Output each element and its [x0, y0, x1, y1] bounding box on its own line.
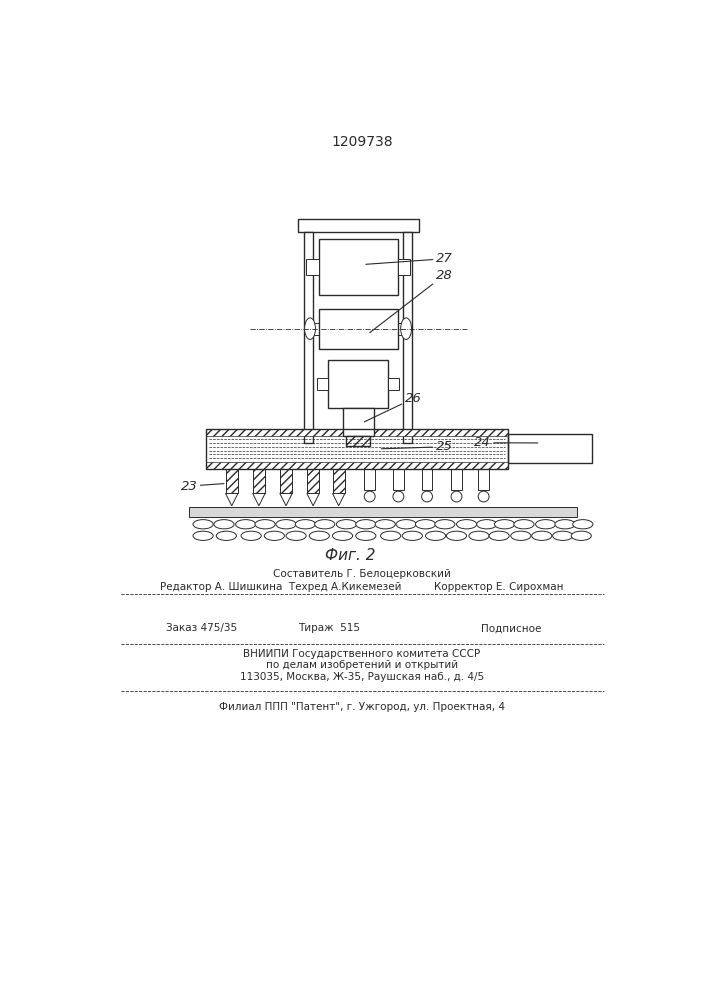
Ellipse shape [393, 491, 404, 502]
Text: по делам изобретений и открытий: по делам изобретений и открытий [266, 660, 458, 670]
Ellipse shape [553, 531, 573, 540]
Polygon shape [332, 493, 345, 506]
Ellipse shape [457, 520, 477, 529]
Ellipse shape [489, 531, 509, 540]
Bar [328, 360, 388, 408]
Ellipse shape [216, 531, 236, 540]
Bar [298, 219, 419, 232]
Bar [397, 323, 409, 335]
Ellipse shape [494, 520, 515, 529]
Bar [252, 469, 265, 493]
Ellipse shape [356, 531, 376, 540]
Polygon shape [226, 493, 238, 506]
Bar [280, 469, 292, 493]
Bar [478, 469, 489, 490]
Ellipse shape [451, 491, 462, 502]
Ellipse shape [396, 520, 416, 529]
Ellipse shape [193, 531, 213, 540]
Bar [397, 259, 410, 275]
Ellipse shape [478, 491, 489, 502]
Ellipse shape [241, 531, 261, 540]
Ellipse shape [435, 520, 455, 529]
Text: 27: 27 [366, 252, 452, 265]
Bar [206, 429, 508, 436]
Bar [306, 259, 319, 275]
Ellipse shape [375, 520, 395, 529]
Bar [307, 469, 320, 493]
Text: 28: 28 [370, 269, 452, 333]
Bar [364, 469, 375, 490]
Text: 25: 25 [381, 440, 452, 453]
Bar [403, 232, 412, 443]
Bar [393, 469, 404, 490]
Text: ВНИИПИ Государственного комитета СССР: ВНИИПИ Государственного комитета СССР [243, 649, 481, 659]
Ellipse shape [469, 531, 489, 540]
Text: 24: 24 [474, 436, 538, 449]
Bar [319, 239, 397, 295]
Bar [206, 462, 508, 469]
Bar [308, 323, 319, 335]
Polygon shape [252, 493, 265, 506]
Bar [343, 408, 373, 436]
Ellipse shape [426, 531, 445, 540]
Ellipse shape [514, 520, 534, 529]
Text: 23: 23 [181, 480, 224, 493]
Text: Фиг. 2: Фиг. 2 [325, 548, 375, 563]
Ellipse shape [380, 531, 401, 540]
Ellipse shape [402, 531, 422, 540]
Text: 1209738: 1209738 [331, 135, 393, 149]
Text: Тираж  515: Тираж 515 [298, 623, 360, 633]
Bar [508, 434, 592, 463]
Ellipse shape [337, 520, 356, 529]
Bar [319, 309, 397, 349]
Text: Составитель Г. Белоцерковский: Составитель Г. Белоцерковский [273, 569, 451, 579]
Ellipse shape [510, 531, 531, 540]
Bar [332, 469, 345, 493]
Text: Заказ 475/35: Заказ 475/35 [166, 623, 237, 633]
Ellipse shape [532, 531, 552, 540]
Bar [388, 378, 399, 390]
Ellipse shape [276, 520, 296, 529]
Ellipse shape [264, 531, 284, 540]
Ellipse shape [477, 520, 497, 529]
Text: 26: 26 [364, 392, 421, 422]
Ellipse shape [535, 520, 556, 529]
Bar [206, 429, 508, 469]
Ellipse shape [571, 531, 591, 540]
Bar [421, 469, 433, 490]
Ellipse shape [309, 531, 329, 540]
Ellipse shape [305, 318, 315, 339]
Ellipse shape [421, 491, 433, 502]
Bar [304, 232, 313, 443]
Text: Филиал ППП "Патент", г. Ужгород, ул. Проектная, 4: Филиал ППП "Патент", г. Ужгород, ул. Про… [219, 702, 505, 712]
Polygon shape [307, 493, 320, 506]
Ellipse shape [296, 520, 315, 529]
Text: Подписное: Подписное [481, 623, 541, 633]
Ellipse shape [364, 491, 375, 502]
Ellipse shape [193, 520, 213, 529]
Ellipse shape [315, 520, 335, 529]
Ellipse shape [555, 520, 575, 529]
Text: Редактор А. Шишкина  Техред А.Кикемезей          Корректор Е. Сирохман: Редактор А. Шишкина Техред А.Кикемезей К… [160, 582, 563, 592]
Ellipse shape [416, 520, 436, 529]
Bar [226, 469, 238, 493]
Text: 113035, Москва, Ж-35, Раушская наб., д. 4/5: 113035, Москва, Ж-35, Раушская наб., д. … [240, 672, 484, 682]
Ellipse shape [356, 520, 376, 529]
Ellipse shape [235, 520, 256, 529]
Ellipse shape [332, 531, 353, 540]
Ellipse shape [401, 318, 411, 339]
Ellipse shape [573, 520, 593, 529]
Ellipse shape [446, 531, 467, 540]
Polygon shape [280, 493, 292, 506]
Bar [317, 378, 328, 390]
Ellipse shape [286, 531, 306, 540]
Bar [451, 469, 462, 490]
Ellipse shape [255, 520, 275, 529]
Bar [346, 436, 370, 446]
Bar [189, 507, 577, 517]
Ellipse shape [214, 520, 234, 529]
